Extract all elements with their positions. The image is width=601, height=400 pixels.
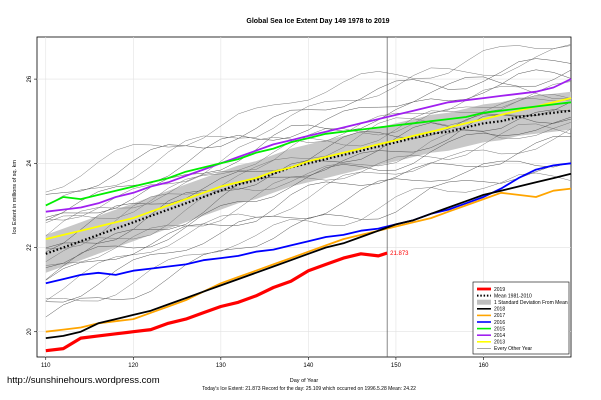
every-other-year-line [45, 58, 572, 195]
legend-label: 2017 [494, 313, 505, 319]
series-2019 [45, 251, 388, 353]
every-other-year-line [45, 101, 572, 253]
y-axis-label: Ice Extent in millions of sq. km [12, 160, 18, 234]
every-other-year-line [45, 97, 572, 249]
footnote: Today's Ice Extent: 21.873 Record for th… [202, 386, 416, 392]
series-2017 [45, 187, 572, 333]
y-tick-label: 24 [27, 159, 33, 166]
x-axis-label: Day of Year [290, 378, 319, 384]
legend-label: 2014 [494, 333, 505, 339]
legend-label: Mean 1981-2010 [494, 293, 532, 299]
y-axis-ticks: 20 22 24 26 [27, 75, 37, 335]
every-other-year-line [45, 128, 572, 302]
series-2013 [45, 97, 572, 240]
legend-label: 2013 [494, 340, 505, 346]
x-tick-label: 110 [41, 363, 51, 369]
every-other-year-line [45, 123, 572, 266]
every-other-year-line [45, 116, 572, 280]
y-tick-label: 26 [27, 75, 33, 82]
every-other-year-line [45, 69, 572, 218]
year-series [45, 78, 572, 353]
every-other-year-line [45, 122, 572, 262]
legend-label: 1 Standard Deviation From Mean [494, 300, 568, 306]
every-other-year-line [45, 86, 572, 221]
mean-line [45, 109, 572, 255]
x-tick-label: 150 [391, 363, 402, 369]
x-tick-label: 120 [128, 363, 139, 369]
x-tick-label: 160 [478, 363, 489, 369]
chart-title: Global Sea Ice Extent Day 149 1978 to 20… [246, 18, 389, 25]
legend-label: 2015 [494, 326, 505, 332]
every-other-year-line [45, 69, 572, 221]
every-other-year-line [45, 163, 572, 318]
watermark-url: http://sunshinehours.wordpress.com [7, 375, 160, 386]
legend-label: 2018 [494, 307, 505, 313]
y-tick-label: 22 [27, 244, 33, 251]
series-2016 [45, 162, 572, 285]
every-other-year-line [45, 136, 572, 281]
legend-label: Every Other Year [494, 346, 532, 352]
series-2014 [45, 78, 572, 213]
x-tick-label: 130 [216, 363, 227, 369]
x-tick-label: 140 [303, 363, 314, 369]
every-other-year-line [45, 172, 572, 302]
legend-label: 2019 [494, 287, 505, 293]
x-axis-ticks: 110 120 130 140 150 160 [41, 357, 489, 369]
y-tick-label: 20 [27, 328, 33, 335]
every-other-year-line [45, 44, 572, 193]
every-other-year-line [45, 45, 572, 207]
series-2015 [45, 101, 572, 207]
series-2018 [45, 172, 572, 339]
every-other-year-line [45, 160, 572, 303]
legend-swatch [477, 299, 491, 305]
current-value-annotation: 21.873 [390, 251, 409, 257]
legend-label: 2016 [494, 320, 505, 326]
